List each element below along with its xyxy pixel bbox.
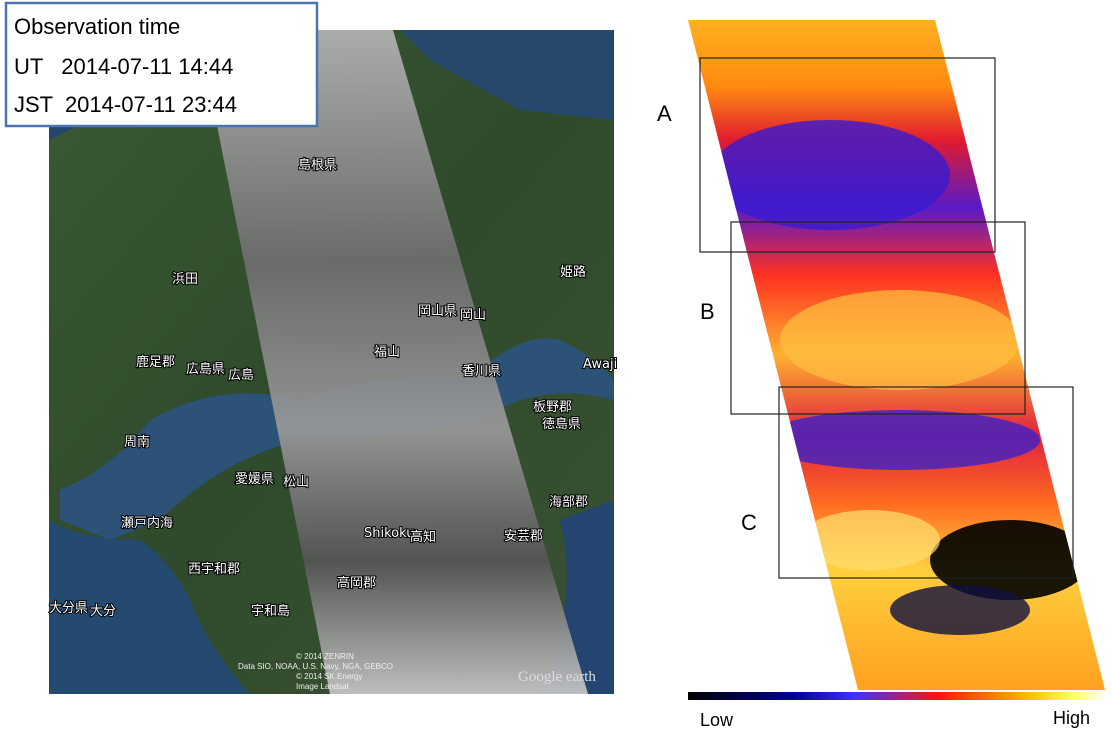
colorbar	[688, 692, 1105, 700]
map-credit: Data SIO, NOAA, U.S. Navy, NGA, GEBCO	[238, 662, 393, 671]
map-label: 岡山県	[418, 304, 457, 319]
map-label: 大分県	[49, 601, 88, 616]
colorbar-low: Low	[700, 710, 734, 730]
map-label: 松山	[283, 475, 309, 490]
map-label: 福山	[374, 345, 400, 360]
map-label: 徳島県	[542, 417, 581, 432]
map-credit: Image Landsat	[296, 682, 350, 691]
observation-line: UT 2014-07-11 14:44	[14, 54, 233, 79]
map-label: 浜田	[172, 272, 198, 287]
map-label: 島根県	[298, 158, 337, 173]
map-label: 広島	[228, 368, 254, 383]
region-box	[699, 57, 996, 253]
map-credit: © 2014 ZENRIN	[296, 652, 354, 661]
observation-title: Observation time	[14, 14, 180, 39]
region-label: C	[741, 510, 757, 535]
map-label: 宇和島	[251, 604, 290, 619]
region-label: B	[700, 299, 715, 324]
map-label: 大分	[90, 604, 116, 619]
map-label: 海部郡	[549, 495, 588, 510]
map-label: 姫路	[560, 264, 586, 280]
map-label: Awaji	[583, 357, 617, 372]
map-brand: Google earth	[518, 669, 596, 685]
map-label: 瀬戸内海	[121, 515, 173, 531]
map-label: 岡山	[460, 308, 486, 323]
thermal-image	[688, 20, 1105, 690]
observation-box	[4, 1, 319, 128]
map-label: 高岡郡	[337, 575, 376, 591]
map-label: 愛媛県	[235, 472, 274, 487]
region-label: A	[657, 101, 672, 126]
map-label: 香川県	[462, 364, 501, 379]
map-credit: © 2014 SK Energy	[296, 672, 362, 681]
map-label: 広島県	[186, 362, 225, 377]
satellite-map	[49, 30, 614, 694]
map-label: 鹿足郡	[136, 354, 175, 370]
observation-line: JST 2014-07-11 23:44	[14, 92, 237, 117]
map-label: 安芸郡	[504, 528, 543, 544]
region-box	[778, 386, 1074, 579]
map-label: 高知	[410, 529, 436, 545]
map-label: Shikoku	[364, 526, 415, 541]
region-box	[730, 221, 1026, 415]
map-label: 板野郡	[533, 400, 572, 415]
map-label: 周南	[124, 434, 150, 450]
map-label: 西宇和郡	[188, 562, 240, 577]
colorbar-high: High	[1053, 708, 1090, 728]
